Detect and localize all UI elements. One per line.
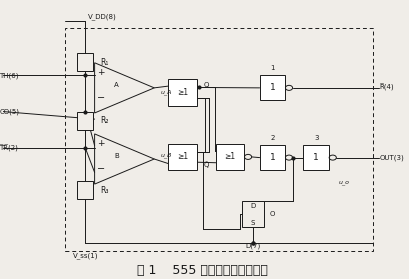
- Text: B: B: [114, 153, 119, 159]
- Text: A: A: [114, 82, 119, 88]
- Text: R₂: R₂: [101, 116, 109, 125]
- Text: u_B: u_B: [160, 152, 172, 158]
- Bar: [242, 201, 263, 227]
- Bar: [303, 145, 329, 170]
- Text: 图 1    555 集成电路内部结构图: 图 1 555 集成电路内部结构图: [137, 264, 267, 277]
- Text: CO(5): CO(5): [0, 108, 19, 115]
- Text: −: −: [97, 164, 105, 174]
- Text: V_DD(8): V_DD(8): [88, 13, 116, 20]
- Text: V_ss(1): V_ss(1): [73, 252, 98, 259]
- Text: 1: 1: [270, 65, 275, 71]
- Text: R₁: R₁: [101, 57, 109, 67]
- Text: S: S: [250, 220, 255, 225]
- Text: 1: 1: [270, 83, 275, 92]
- Text: R̅(4): R̅(4): [380, 84, 394, 92]
- Bar: [260, 75, 285, 100]
- Bar: [260, 145, 285, 170]
- Text: TH(6): TH(6): [0, 72, 19, 79]
- Text: +: +: [97, 139, 104, 148]
- Bar: [77, 181, 93, 199]
- Text: ≥1: ≥1: [225, 152, 236, 162]
- Bar: [168, 144, 197, 170]
- Bar: [216, 144, 245, 170]
- Text: u_o: u_o: [339, 180, 350, 185]
- Bar: [65, 28, 373, 251]
- Text: OUT(3): OUT(3): [380, 154, 405, 161]
- Bar: [77, 53, 93, 71]
- Text: 1: 1: [270, 153, 275, 162]
- Text: Q: Q: [204, 82, 209, 88]
- Text: −: −: [97, 93, 105, 103]
- Text: ≥1: ≥1: [177, 88, 188, 97]
- Text: u_A: u_A: [160, 89, 172, 95]
- Text: Q̄: Q̄: [204, 161, 209, 168]
- Text: R₃: R₃: [101, 186, 109, 195]
- Text: 1: 1: [313, 153, 319, 162]
- Text: +: +: [97, 68, 104, 77]
- Text: 2: 2: [270, 135, 275, 141]
- Text: ≥1: ≥1: [177, 152, 188, 162]
- Text: 3: 3: [314, 135, 319, 141]
- Text: O: O: [270, 211, 275, 217]
- Text: T̅R̅(2): T̅R̅(2): [0, 145, 18, 152]
- Bar: [168, 80, 197, 106]
- Bar: [77, 112, 93, 130]
- Text: D: D: [250, 203, 255, 209]
- Text: D(7): D(7): [245, 242, 260, 249]
